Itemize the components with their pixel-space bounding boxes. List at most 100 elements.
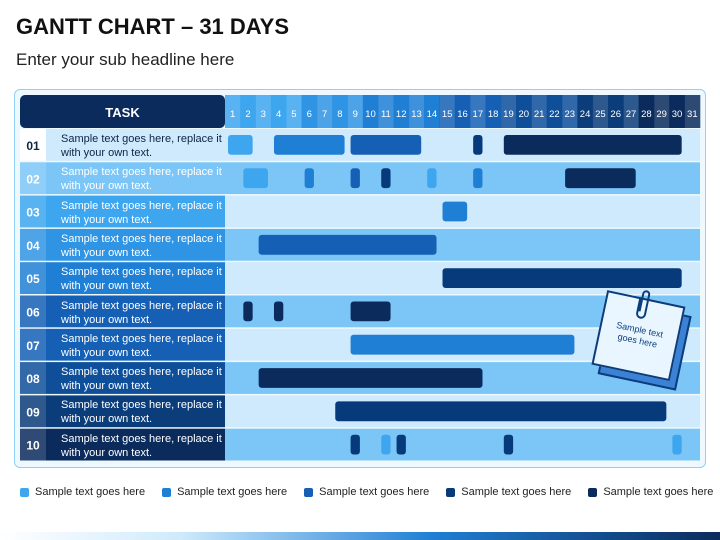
day-header-label: 7 [322,109,327,120]
day-header-shade [286,95,302,128]
task-label-cell [20,228,225,261]
task-number-cell [20,328,46,361]
day-header-shade [608,95,624,128]
gantt-bar [350,168,360,189]
gantt-bar [228,135,253,155]
task-label-cell [20,195,225,228]
gantt-bar [243,301,253,322]
gantt-bar [243,168,268,189]
legend-label: Sample text goes here [35,486,146,498]
day-header-shade [470,95,486,128]
gantt-bar [565,168,636,189]
day-header-label: 1 [230,109,235,120]
legend: Sample text goes here Sample text goes he… [20,486,713,498]
legend-item: Sample text goes here [588,486,713,498]
task-description: Sample text goes here, replace it with y… [61,232,222,259]
day-header-label: 11 [381,109,391,120]
day-header-shade [669,95,685,128]
day-header-label: 27 [626,109,637,120]
legend-label: Sample text goes here [319,486,430,498]
day-header-label: 20 [519,109,530,120]
gantt-bar [273,135,345,155]
gantt-bar [381,434,391,455]
gantt-bar [442,201,468,222]
legend-label: Sample text goes here [603,486,714,498]
day-header-shade [654,95,670,128]
gantt-bar [473,168,483,189]
task-label-cell [20,162,225,195]
day-header-shade [255,95,272,128]
task-number: 01 [26,139,40,153]
task-number: 02 [26,172,40,186]
day-header-label: 13 [411,109,422,120]
task-number-cell [20,228,46,261]
day-header-shade [454,95,471,128]
task-header-cell [20,95,225,128]
gantt-bar [427,168,437,189]
task-description: Sample text goes here, replace it with y… [61,332,222,359]
day-header-shade [500,95,517,128]
gantt-bar [350,135,422,155]
day-header-shade [623,95,640,128]
task-number-cell [20,195,46,228]
page-title: GANTT CHART – 31 DAYS [16,14,290,39]
task-description: Sample text goes here, replace it with y… [61,133,222,159]
day-header-label: 29 [656,109,667,120]
day-header-shade [393,95,410,128]
gantt-bar [258,234,437,255]
task-number-cell [20,428,46,461]
day-header-label: 23 [564,109,575,120]
page-subtitle: Enter your sub headline here [16,50,235,69]
legend-item: Sample text goes here [162,486,287,498]
day-header-label: 30 [672,109,683,120]
task-number: 10 [26,439,40,453]
day-header-shade [638,95,655,128]
legend-item: Sample text goes here [304,486,429,498]
gantt-bar [335,401,667,422]
gantt-bar [396,434,406,455]
task-number: 03 [26,206,40,220]
day-header-label: 17 [473,109,484,120]
task-number: 07 [26,339,40,353]
day-header-label: 19 [503,109,514,120]
task-label-cell [20,295,225,328]
gantt-bar [258,368,483,388]
task-number-cell [20,362,46,394]
day-header-shade [378,95,394,128]
task-description: Sample text goes here, replace it with y… [61,432,222,459]
day-header-label: 9 [353,109,358,120]
legend-label: Sample text goes here [177,486,288,498]
gantt-bar [473,135,483,155]
day-header-shade [347,95,364,128]
day-header-label: 28 [641,109,652,120]
day-header-shade [485,95,502,128]
task-label-cell [20,262,225,294]
day-header-label: 3 [261,109,266,120]
gantt-bar [503,135,682,155]
task-label-cell [20,428,225,461]
day-header-shade [240,95,256,128]
task-label-cell [20,328,225,361]
day-header-shade [684,95,701,128]
gantt-bar [350,301,391,322]
task-number-cell [20,262,46,294]
task-description: Sample text goes here, replace it with y… [61,299,222,326]
gantt-chart: TASK 1 2 3 4 5 6 7 8 9 10 11 12 13 14 15 16 17 18 19 20 21 22 2… [14,89,706,468]
gantt-bar [273,301,284,322]
legend-swatch [446,487,456,497]
day-header-shade [408,95,425,128]
legend-label: Sample text goes here [461,486,572,498]
day-header-shade [362,95,379,128]
task-number: 05 [26,272,40,286]
legend-swatch [162,487,172,497]
task-number: 08 [26,372,40,386]
day-header-label: 12 [396,109,407,120]
task-description: Sample text goes here, replace it with y… [61,166,222,193]
day-header-label: 10 [365,109,376,120]
day-header-label: 21 [534,109,545,120]
task-label-cell [20,362,225,394]
gantt-row-band [225,428,700,461]
task-number: 04 [26,239,40,253]
task-header-label: TASK [105,105,140,120]
day-header-shade [424,95,440,128]
